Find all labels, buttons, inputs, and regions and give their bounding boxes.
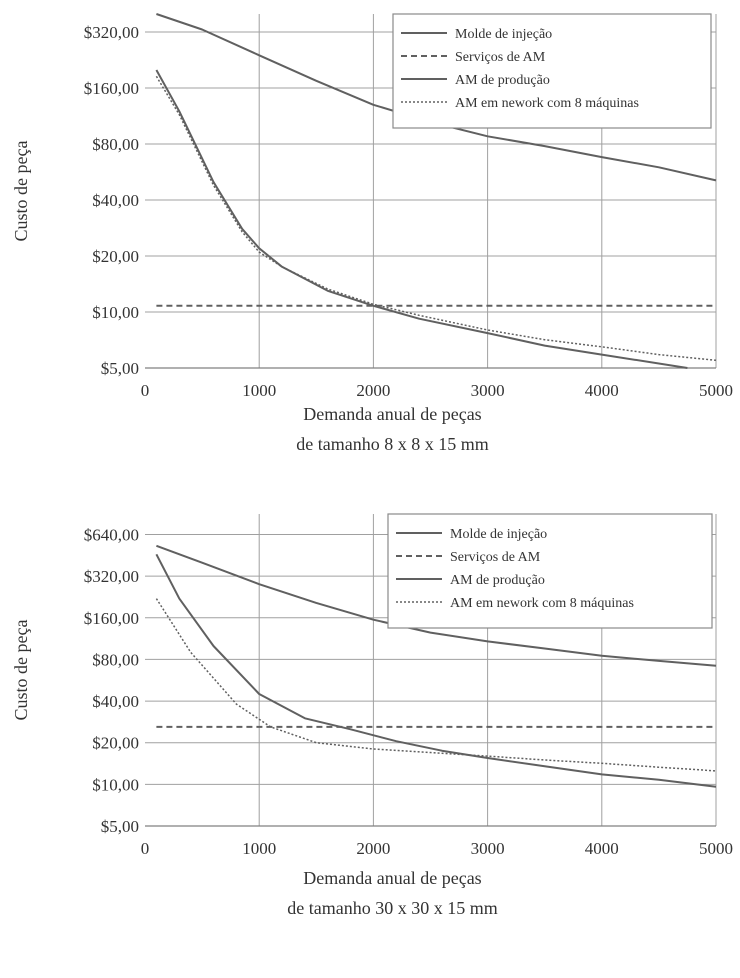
y-tick-label: $160,00 bbox=[84, 79, 139, 98]
x-tick-label: 4000 bbox=[585, 381, 619, 400]
y-tick-label: $320,00 bbox=[84, 567, 139, 586]
x-tick-label: 4000 bbox=[585, 839, 619, 858]
y-tick-label: $640,00 bbox=[84, 525, 139, 544]
x-tick-label: 2000 bbox=[356, 839, 390, 858]
y-tick-label: $20,00 bbox=[92, 247, 139, 266]
legend-label: Serviços de AM bbox=[455, 50, 546, 65]
x-axis-title: Demanda anual de peças bbox=[303, 868, 481, 888]
x-tick-label: 3000 bbox=[471, 839, 505, 858]
x-tick-label: 0 bbox=[141, 381, 150, 400]
series-line-3 bbox=[155, 69, 688, 369]
series-line-1 bbox=[156, 544, 717, 667]
y-tick-label: $40,00 bbox=[92, 692, 139, 711]
legend-label: Serviços de AM bbox=[450, 550, 541, 565]
y-tick-label: $80,00 bbox=[92, 135, 139, 154]
legend-label: AM em nework com 8 máquinas bbox=[455, 96, 639, 111]
legend-label: Molde de injeção bbox=[450, 527, 547, 542]
x-axis-subtitle: de tamanho 8 x 8 x 15 mm bbox=[296, 434, 488, 454]
y-tick-label: $5,00 bbox=[101, 359, 139, 378]
x-axis-subtitle: de tamanho 30 x 30 x 15 mm bbox=[287, 898, 497, 918]
y-tick-label: $40,00 bbox=[92, 191, 139, 210]
x-tick-label: 1000 bbox=[242, 839, 276, 858]
y-axis-title: Custo de peça bbox=[11, 141, 31, 242]
y-axis-title: Custo de peça bbox=[11, 620, 31, 721]
series-line-4 bbox=[155, 598, 717, 772]
y-tick-label: $10,00 bbox=[92, 775, 139, 794]
legend-label: AM de produção bbox=[450, 573, 545, 588]
y-tick-label: $320,00 bbox=[84, 23, 139, 42]
x-tick-label: 5000 bbox=[699, 839, 733, 858]
legend-label: AM em nework com 8 máquinas bbox=[450, 596, 634, 611]
legend-label: AM de produção bbox=[455, 73, 550, 88]
x-tick-label: 1000 bbox=[242, 381, 276, 400]
x-tick-label: 3000 bbox=[471, 381, 505, 400]
y-tick-label: $20,00 bbox=[92, 734, 139, 753]
cost-chart-large-part: 0 1000 2000 3000 4000 5000 $5,00 $10,00 $20,00 $4… bbox=[11, 513, 733, 918]
series-line-4 bbox=[155, 75, 717, 362]
legend-label: Molde de injeção bbox=[455, 27, 552, 42]
y-tick-label: $5,00 bbox=[101, 817, 139, 836]
x-tick-label: 5000 bbox=[699, 381, 733, 400]
y-tick-label: $160,00 bbox=[84, 609, 139, 628]
series-line-3 bbox=[155, 553, 717, 788]
x-tick-label: 0 bbox=[141, 839, 150, 858]
x-tick-label: 2000 bbox=[356, 381, 390, 400]
x-axis-title: Demanda anual de peças bbox=[303, 404, 481, 424]
y-tick-label: $10,00 bbox=[92, 303, 139, 322]
y-tick-label: $80,00 bbox=[92, 650, 139, 669]
cost-chart-small-part: 0 1000 2000 3000 4000 5000 $5,00 $10,00 $20,00 $4… bbox=[11, 13, 733, 454]
